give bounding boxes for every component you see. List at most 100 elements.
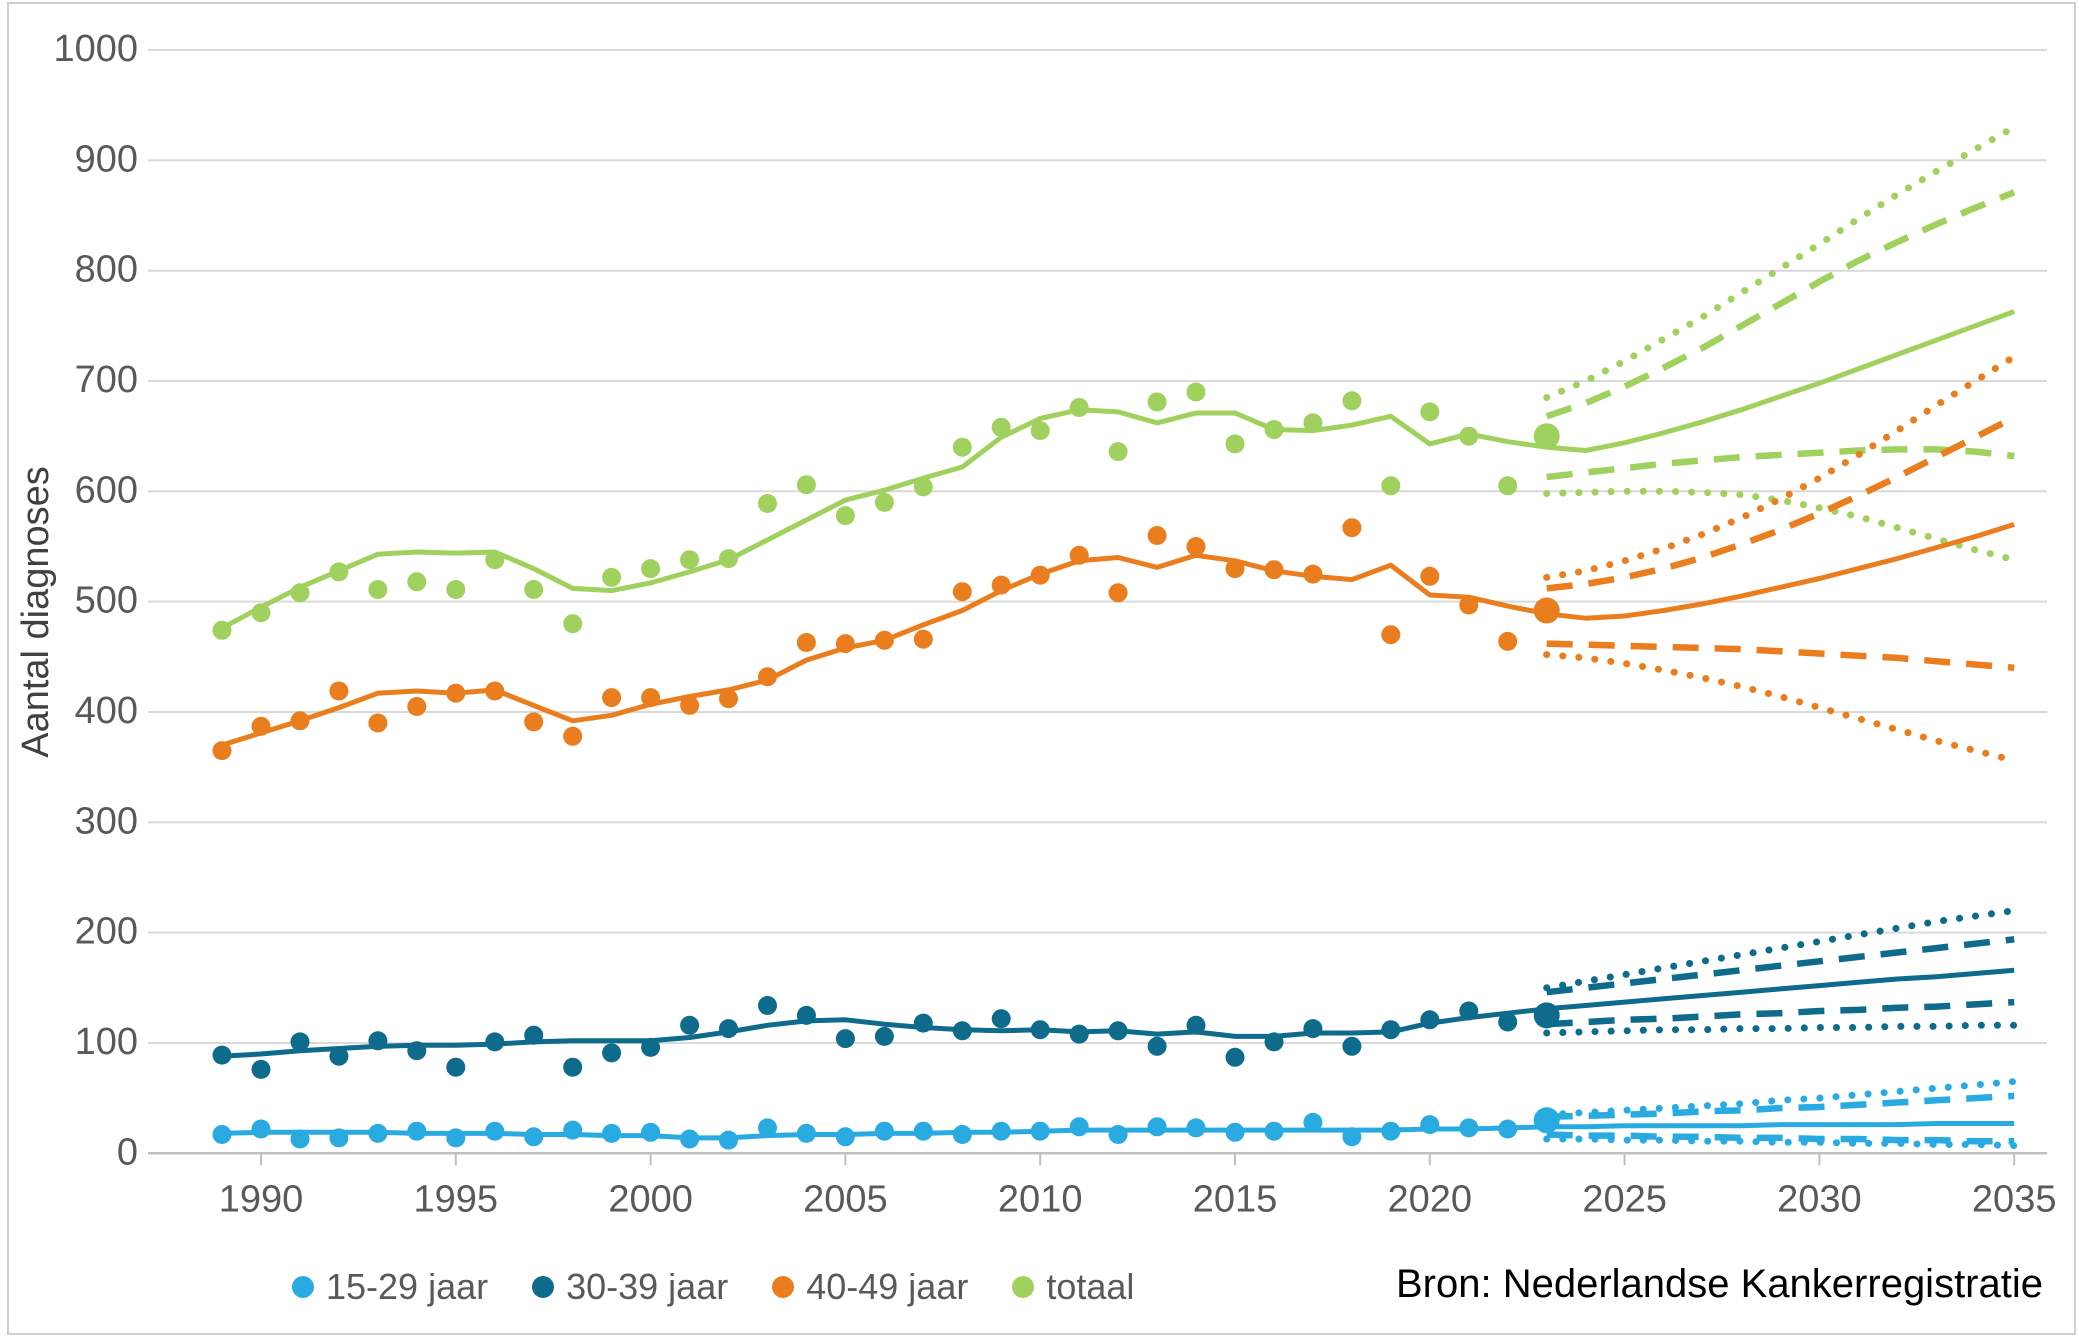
series-40-49-jaar-dot-1998	[563, 726, 583, 746]
series-30-39-jaar-dot-1995	[446, 1057, 466, 1077]
series-15-29-jaar-dot-2008	[952, 1125, 972, 1144]
series-totaal-trend-line	[220, 309, 2016, 631]
series-40-49-jaar-dot-2003	[758, 667, 777, 687]
series-40-49-jaar-dot-2017	[1303, 564, 1323, 584]
series-15-29-jaar-projection-dotted-upper	[1543, 1078, 2018, 1119]
series-totaal-dot-1997	[524, 580, 544, 599]
legend-dot-15-29-icon	[292, 1276, 314, 1298]
series-totaal-dot-1989	[212, 620, 232, 640]
series-totaal-dot-2001	[680, 550, 700, 570]
series-totaal-dot-2016	[1264, 420, 1284, 439]
series-30-39-jaar-dot-1994	[407, 1041, 427, 1061]
series-totaal-dot-1998	[563, 614, 583, 634]
series-30-39-jaar-dot-1996	[485, 1032, 505, 1052]
legend-label-40-49: 40-49 jaar	[806, 1266, 969, 1307]
y-tick-label-500: 500	[75, 580, 138, 622]
legend-item-40-49: 40-49 jaar	[772, 1266, 968, 1308]
series-15-29-jaar-dot-2022	[1498, 1119, 1518, 1139]
x-tick-label-2015: 2015	[1193, 1178, 1278, 1220]
legend-label-totaal: totaal	[1046, 1266, 1135, 1307]
y-tick-label-400: 400	[75, 690, 138, 732]
series-40-49-jaar-dot-2021	[1459, 595, 1479, 615]
legend-dot-40-49-icon	[772, 1276, 795, 1298]
series-15-29-jaar-dot-1997	[524, 1127, 544, 1147]
series-totaal-dot-2015	[1225, 434, 1245, 454]
series-30-39-jaar-dot-1999	[602, 1043, 622, 1063]
legend-item-totaal: totaal	[1012, 1266, 1134, 1308]
series-30-39-jaar-projection-dotted-upper	[1543, 907, 2018, 992]
series-30-39-jaar-dot-2001	[680, 1015, 700, 1035]
series-15-29-jaar-projection-dotted-lower	[1543, 1135, 2018, 1150]
series-30-39-jaar-dot-2007	[913, 1013, 933, 1033]
series-30-39-jaar-projection-dotted-lower	[1543, 1021, 2018, 1037]
series-totaal-dot-1995	[446, 580, 466, 599]
series-totaal-dot-2020	[1420, 402, 1440, 422]
series-15-29-jaar-dot-2007	[913, 1121, 933, 1141]
series-40-49-jaar-dot-2013	[1147, 526, 1167, 545]
series-totaal-dot-2014	[1186, 382, 1206, 402]
series-totaal-projection-dotted-lower	[1543, 487, 2018, 564]
series-40-49-jaar-dot-2015	[1225, 559, 1245, 579]
x-tick-label-2000: 2000	[608, 1178, 693, 1220]
series-15-29-jaar-dot-1996	[485, 1121, 505, 1141]
series-40-49-jaar-dot-2009	[991, 575, 1011, 595]
series-totaal-dot-1990	[251, 603, 271, 623]
series-15-29-jaar-dot-2002	[719, 1130, 738, 1150]
series-15-29-jaar-dot-2000	[641, 1122, 661, 1142]
series-totaal-dot-2002	[719, 549, 738, 569]
series-15-29-jaar-dot-2006	[874, 1121, 894, 1141]
series-30-39-jaar-dot-2008	[952, 1021, 972, 1041]
series-15-29-jaar-dot-2011	[1069, 1117, 1089, 1137]
series-30-39-jaar-dot-1992	[329, 1046, 349, 1066]
x-tick-label-2030: 2030	[1777, 1178, 1862, 1220]
series-40-49-jaar-dot-2018	[1342, 518, 1362, 538]
series-40-49-jaar-dot-1994	[407, 697, 427, 716]
series-40-49-jaar-dot-2011	[1069, 545, 1089, 565]
y-axis-title: Aantal diagnoses	[15, 466, 57, 758]
x-tick-label-1995: 1995	[414, 1178, 499, 1220]
series-30-39-jaar-dot-2022	[1498, 1012, 1518, 1032]
series-30-39-jaar-projection-dashed-upper	[1546, 936, 2015, 996]
y-tick-label-700: 700	[75, 359, 138, 401]
series-15-29-jaar-dot-1991	[290, 1129, 310, 1149]
series-totaal-dot-2011	[1069, 398, 1089, 417]
series-totaal-dot-2008	[952, 437, 972, 457]
series-30-39-jaar-dot-2004	[796, 1005, 816, 1025]
series-40-49-jaar-dot-2016	[1264, 560, 1284, 580]
series-15-29-jaar-dot-2012	[1108, 1125, 1128, 1144]
series-15-29-jaar-dot-1995	[446, 1128, 466, 1148]
series-15-29-jaar-dot-2017	[1303, 1112, 1323, 1132]
series-40-49-jaar-dot-1995	[446, 683, 466, 703]
series-30-39-jaar-dot-2010	[1030, 1020, 1050, 1040]
series-30-39-jaar-dot-2002	[719, 1019, 738, 1039]
series-15-29-jaar-dot-2015	[1225, 1122, 1245, 1142]
legend-dot-totaal-icon	[1012, 1276, 1035, 1298]
series-40-49-jaar-dot-1990	[251, 716, 271, 736]
legend-label-30-39: 30-39 jaar	[566, 1266, 729, 1307]
series-totaal-dot-1991	[290, 583, 310, 603]
y-tick-label-600: 600	[75, 469, 138, 511]
series-30-39-jaar-dot-2012	[1108, 1021, 1128, 1041]
legend-item-30-39: 30-39 jaar	[532, 1266, 728, 1308]
series-40-49-jaar-dot-2004	[796, 633, 816, 652]
series-15-29-jaar-dot-2019	[1381, 1121, 1401, 1141]
series-totaal-dot-2009	[991, 417, 1011, 437]
series-totaal-projection-dashed-upper	[1545, 189, 2016, 420]
series-30-39-jaar-dot-2019	[1381, 1020, 1401, 1040]
y-tick-label-800: 800	[75, 249, 138, 291]
series-30-39-jaar-dot-2015	[1225, 1047, 1245, 1067]
series-totaal-dot-2007	[913, 477, 933, 497]
series-15-29-jaar-dot-1989	[212, 1125, 232, 1144]
series-totaal-dot-1992	[329, 562, 349, 582]
series-30-39-jaar-dot-1989	[212, 1045, 232, 1065]
series-totaal-dot-2022	[1498, 476, 1518, 496]
series-15-29-jaar-dot-2014	[1186, 1118, 1206, 1138]
series-totaal-projection-dotted-upper	[1543, 123, 2018, 401]
x-tick-label-2035: 2035	[1972, 1178, 2057, 1220]
series-15-29-jaar-dot-2009	[991, 1121, 1011, 1141]
series-30-39-jaar-dot-2017	[1303, 1019, 1323, 1039]
series-30-39-jaar-dot-2021	[1459, 1001, 1479, 1021]
series-40-49-jaar-dot-2012	[1108, 583, 1128, 603]
series-totaal-dot-2003	[758, 494, 777, 513]
